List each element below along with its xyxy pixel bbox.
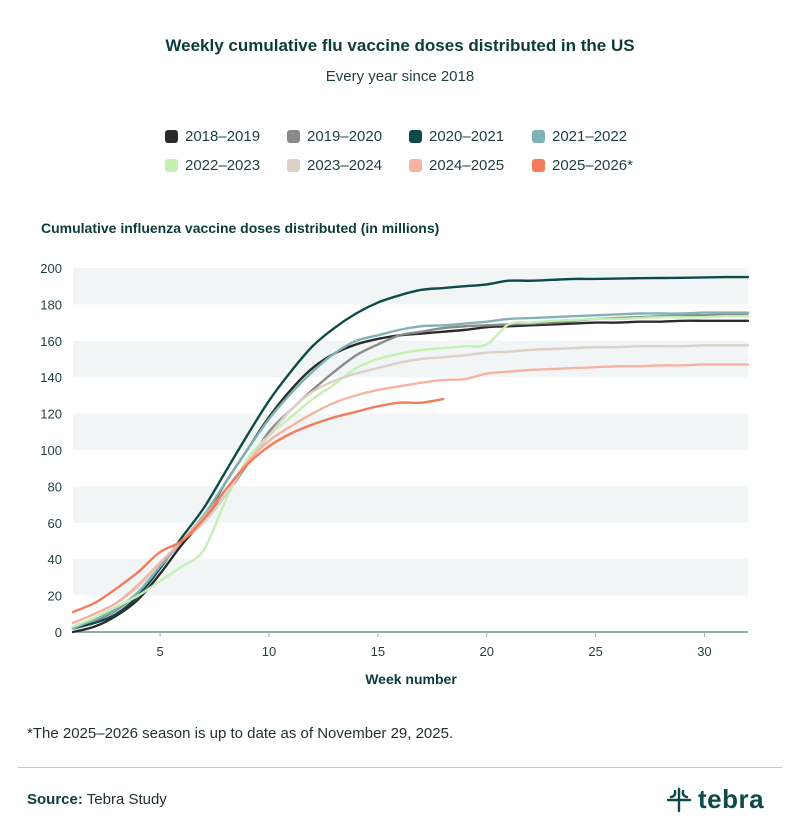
chart-subtitle: Every year since 2018 <box>325 68 475 85</box>
y-tick-label: 120 <box>40 407 62 422</box>
legend-item: 2022–2023 <box>165 157 287 174</box>
line-chart: 0 20 40 60 80 100 120 140 160 180 200 5 10 15 20 25 30 We… <box>40 261 750 687</box>
legend: 2018–2019 2019–2020 2020–2021 2021–2022 2022… <box>165 128 685 174</box>
divider <box>18 767 782 768</box>
legend-swatch <box>165 159 178 172</box>
y-tick-label: 200 <box>40 261 62 276</box>
legend-item: 2021–2022 <box>532 128 655 145</box>
x-axis-label: Week number <box>365 671 457 687</box>
y-tick-label: 60 <box>48 516 62 531</box>
y-tick-label: 140 <box>40 370 62 385</box>
y-tick-label: 80 <box>48 479 62 494</box>
legend-swatch <box>409 130 422 143</box>
legend-label: 2022–2023 <box>185 157 261 174</box>
legend-swatch <box>532 130 545 143</box>
source: Source: Tebra Study <box>27 791 167 808</box>
legend-label: 2021–2022 <box>552 128 628 145</box>
series-line-20222023 <box>71 314 750 628</box>
y-axis-label: Cumulative influenza vaccine doses distr… <box>41 220 440 236</box>
legend-label: 2020–2021 <box>429 128 505 145</box>
y-tick-label: 40 <box>48 552 62 567</box>
legend-label: 2018–2019 <box>185 128 261 145</box>
legend-item: 2019–2020 <box>287 128 409 145</box>
y-tick-label: 160 <box>40 334 62 349</box>
legend-item: 2018–2019 <box>165 128 287 145</box>
x-tick-label: 30 <box>697 644 711 659</box>
source-text: Tebra Study <box>86 791 167 808</box>
grid-band <box>73 486 748 523</box>
x-tick-label: 15 <box>371 644 385 659</box>
legend-label: 2023–2024 <box>307 157 383 174</box>
chart-title: Weekly cumulative flu vaccine doses dist… <box>165 36 635 55</box>
grid-band <box>73 559 748 596</box>
y-tick-label: 20 <box>48 589 62 604</box>
legend-item: 2024–2025 <box>409 157 532 174</box>
series-line-20202021 <box>71 275 750 630</box>
series-line-20252026 <box>71 397 445 614</box>
legend-item: 2020–2021 <box>409 128 532 145</box>
legend-swatch <box>532 159 545 172</box>
legend-swatch <box>287 130 300 143</box>
legend-swatch <box>287 159 300 172</box>
logo-text: tebra <box>698 784 765 814</box>
footnote: *The 2025–2026 season is up to date as o… <box>27 725 454 742</box>
y-tick-label: 100 <box>40 443 62 458</box>
legend-item: 2023–2024 <box>287 157 409 174</box>
x-tick-label: 5 <box>156 644 163 659</box>
x-tick-label: 20 <box>479 644 493 659</box>
legend-label: 2025–2026* <box>552 157 633 174</box>
tebra-leaf-icon <box>666 787 692 812</box>
legend-swatch <box>165 130 178 143</box>
legend-swatch <box>409 159 422 172</box>
grid-band <box>73 268 748 305</box>
x-tick-label: 25 <box>588 644 602 659</box>
x-tick-label: 10 <box>262 644 276 659</box>
legend-label: 2024–2025 <box>429 157 505 174</box>
grid-band <box>73 413 748 450</box>
legend-label: 2019–2020 <box>307 128 383 145</box>
source-label: Source: <box>27 791 83 808</box>
y-tick-label: 0 <box>55 625 62 640</box>
tebra-logo: tebra <box>666 784 764 815</box>
y-tick-label: 180 <box>40 297 62 312</box>
legend-item: 2025–2026* <box>532 157 655 174</box>
